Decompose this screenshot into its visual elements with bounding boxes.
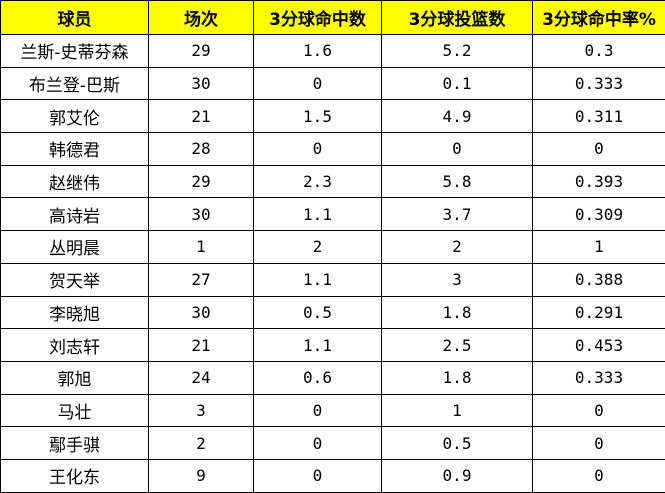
cell-3pt-pct: 1 — [532, 230, 665, 264]
cell-player: 贺天举 — [0, 262, 149, 297]
cell-3pt-made: 0 — [253, 426, 382, 460]
header-games: 场次 — [148, 0, 254, 35]
cell-3pt-attempts: 3.7 — [381, 197, 533, 232]
cell-3pt-pct: 0.309 — [532, 197, 665, 232]
cell-games: 29 — [148, 34, 254, 68]
cell-player: 刘志轩 — [0, 328, 149, 362]
cell-3pt-pct: 0.333 — [532, 360, 665, 395]
table-row: 高诗岩 30 1.1 3.7 0.309 — [0, 197, 665, 232]
table-row: 马壮 3 0 1 0 — [0, 393, 665, 428]
cell-games: 1 — [148, 230, 254, 264]
cell-player: 赵继伟 — [0, 164, 149, 199]
cell-3pt-pct: 0.311 — [532, 99, 665, 134]
cell-3pt-attempts: 5.8 — [381, 164, 533, 199]
table-row: 王化东 9 0 0.9 0 — [0, 458, 665, 493]
header-3pt-pct: 3分球命中率% — [532, 0, 665, 35]
cell-3pt-attempts: 0.1 — [381, 66, 533, 101]
cell-player: 郭艾伦 — [0, 99, 149, 134]
cell-3pt-made: 1.1 — [253, 328, 382, 362]
table-row: 布兰登-巴斯 30 0 0.1 0.333 — [0, 66, 665, 101]
cell-3pt-pct: 0 — [532, 393, 665, 428]
cell-3pt-pct: 0.3 — [532, 34, 665, 68]
table-row: 李晓旭 30 0.5 1.8 0.291 — [0, 295, 665, 330]
cell-games: 24 — [148, 360, 254, 395]
cell-games: 9 — [148, 458, 254, 493]
table-row: 贺天举 27 1.1 3 0.388 — [0, 262, 665, 297]
cell-3pt-made: 0 — [253, 132, 382, 166]
cell-3pt-pct: 0.291 — [532, 295, 665, 330]
cell-games: 21 — [148, 328, 254, 362]
cell-3pt-attempts: 3 — [381, 262, 533, 297]
cell-games: 3 — [148, 393, 254, 428]
table-row: 赵继伟 29 2.3 5.8 0.393 — [0, 164, 665, 199]
cell-3pt-made: 2.3 — [253, 164, 382, 199]
cell-3pt-made: 0.5 — [253, 295, 382, 330]
cell-games: 28 — [148, 132, 254, 166]
cell-games: 21 — [148, 99, 254, 134]
cell-3pt-made: 1.5 — [253, 99, 382, 134]
cell-3pt-attempts: 0 — [381, 132, 533, 166]
cell-3pt-pct: 0 — [532, 426, 665, 460]
table-header: 球员 场次 3分球命中数 3分球投篮数 3分球命中率% — [0, 0, 665, 35]
cell-player: 韩德君 — [0, 132, 149, 166]
table-row: 郭艾伦 21 1.5 4.9 0.311 — [0, 99, 665, 134]
cell-3pt-pct: 0.333 — [532, 66, 665, 101]
table-row: 郭旭 24 0.6 1.8 0.333 — [0, 360, 665, 395]
cell-3pt-pct: 0 — [532, 132, 665, 166]
cell-games: 27 — [148, 262, 254, 297]
cell-3pt-attempts: 1.8 — [381, 360, 533, 395]
cell-games: 30 — [148, 295, 254, 330]
cell-player: 丛明晨 — [0, 230, 149, 264]
table-body: 兰斯-史蒂芬森 29 1.6 5.2 0.3 布兰登-巴斯 30 0 0.1 0.333 郭艾伦 21… — [0, 34, 665, 493]
cell-3pt-attempts: 2.5 — [381, 328, 533, 362]
cell-player: 李晓旭 — [0, 295, 149, 330]
header-3pt-made: 3分球命中数 — [253, 0, 382, 35]
cell-3pt-attempts: 0.9 — [381, 458, 533, 493]
cell-3pt-attempts: 0.5 — [381, 426, 533, 460]
cell-player: 郭旭 — [0, 360, 149, 395]
cell-3pt-pct: 0 — [532, 458, 665, 493]
cell-3pt-made: 1.1 — [253, 262, 382, 297]
cell-3pt-attempts: 1 — [381, 393, 533, 428]
cell-3pt-made: 1.6 — [253, 34, 382, 68]
cell-3pt-attempts: 4.9 — [381, 99, 533, 134]
cell-3pt-made: 0 — [253, 458, 382, 493]
cell-3pt-made: 1.1 — [253, 197, 382, 232]
cell-player: 布兰登-巴斯 — [0, 66, 149, 101]
cell-player: 高诗岩 — [0, 197, 149, 232]
cell-3pt-made: 0 — [253, 393, 382, 428]
cell-games: 29 — [148, 164, 254, 199]
cell-games: 30 — [148, 197, 254, 232]
table-row: 刘志轩 21 1.1 2.5 0.453 — [0, 328, 665, 362]
cell-player: 鄢手骐 — [0, 426, 149, 460]
cell-games: 30 — [148, 66, 254, 101]
cell-player: 马壮 — [0, 393, 149, 428]
cell-player: 兰斯-史蒂芬森 — [0, 34, 149, 68]
cell-3pt-attempts: 2 — [381, 230, 533, 264]
cell-player: 王化东 — [0, 458, 149, 493]
header-row: 球员 场次 3分球命中数 3分球投篮数 3分球命中率% — [0, 0, 665, 35]
header-3pt-attempts: 3分球投篮数 — [381, 0, 533, 35]
cell-3pt-pct: 0.453 — [532, 328, 665, 362]
table-row: 丛明晨 1 2 2 1 — [0, 230, 665, 264]
cell-3pt-attempts: 5.2 — [381, 34, 533, 68]
cell-3pt-made: 0.6 — [253, 360, 382, 395]
cell-3pt-made: 2 — [253, 230, 382, 264]
table-row: 鄢手骐 2 0 0.5 0 — [0, 426, 665, 460]
table-row: 兰斯-史蒂芬森 29 1.6 5.2 0.3 — [0, 34, 665, 68]
header-player: 球员 — [0, 0, 149, 35]
cell-3pt-made: 0 — [253, 66, 382, 101]
cell-games: 2 — [148, 426, 254, 460]
cell-3pt-attempts: 1.8 — [381, 295, 533, 330]
table-row: 韩德君 28 0 0 0 — [0, 132, 665, 166]
cell-3pt-pct: 0.393 — [532, 164, 665, 199]
cell-3pt-pct: 0.388 — [532, 262, 665, 297]
